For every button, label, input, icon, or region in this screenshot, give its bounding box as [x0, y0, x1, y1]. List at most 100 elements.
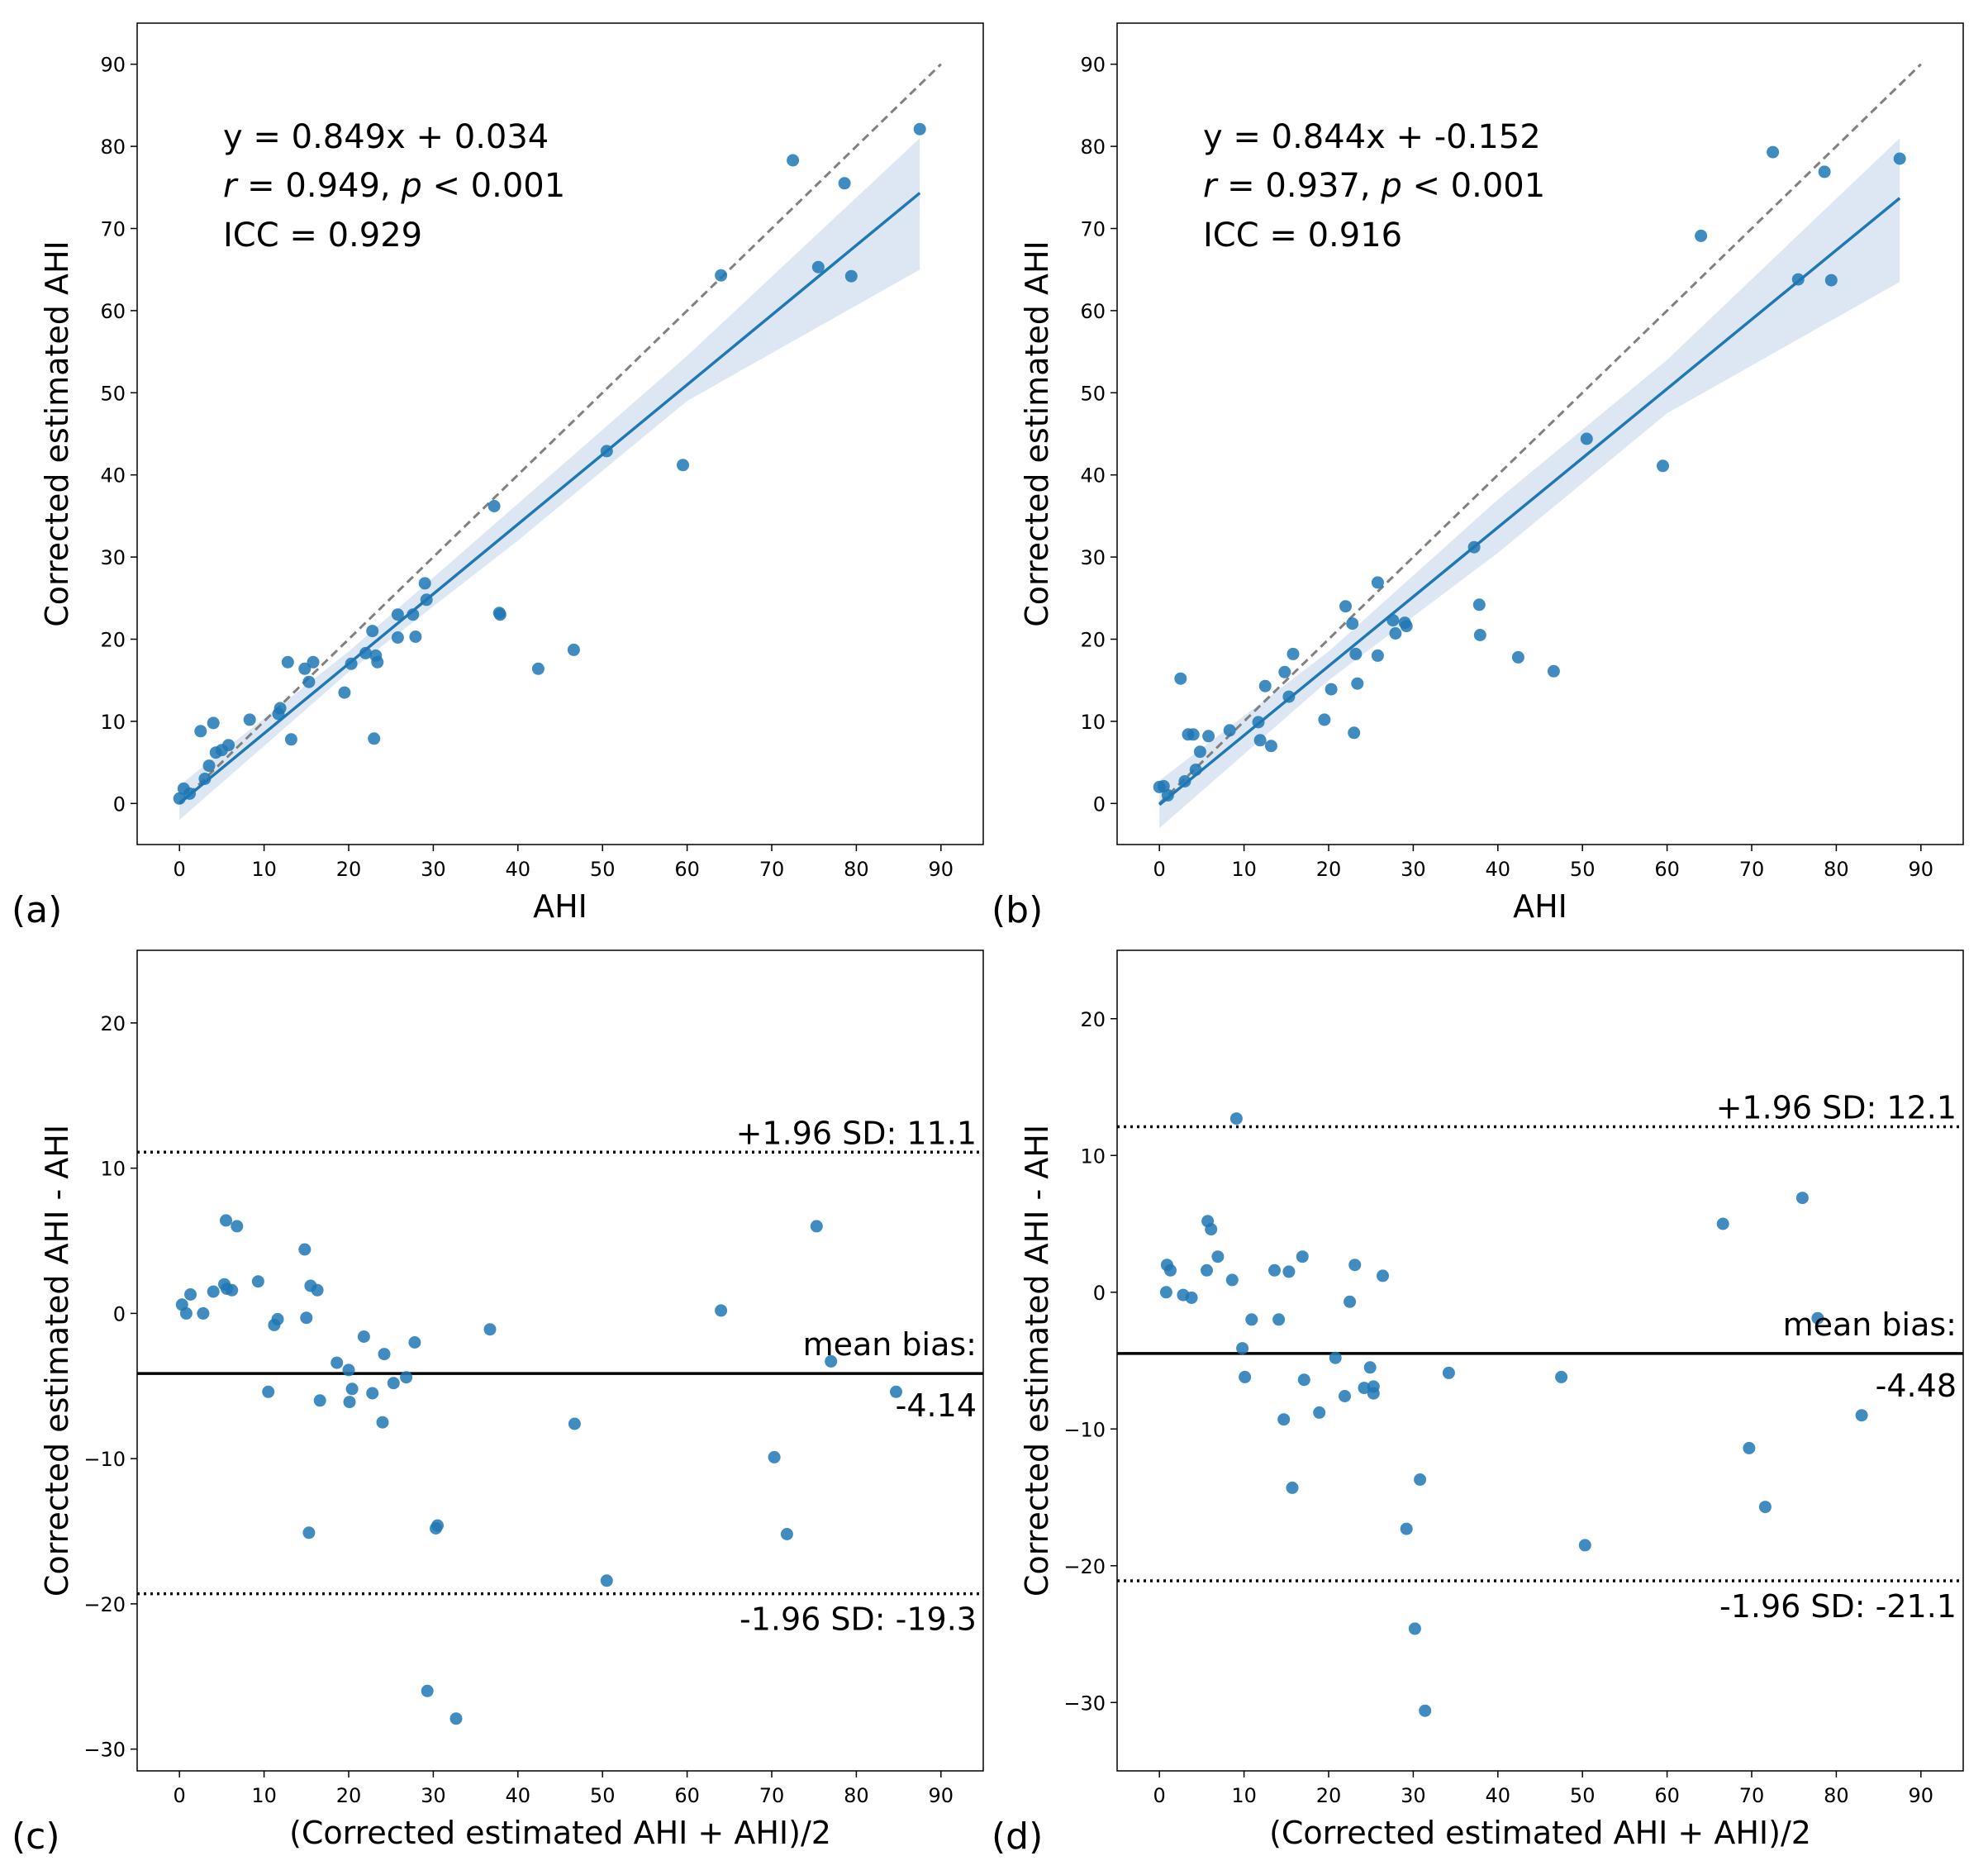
data-point	[331, 1356, 344, 1369]
x-tick-label: 40	[506, 858, 531, 881]
data-point	[1174, 672, 1187, 685]
data-point	[1363, 1361, 1377, 1374]
x-tick-label: 70	[759, 858, 785, 881]
data-point	[780, 1528, 793, 1540]
data-point	[338, 686, 351, 699]
x-tick-label: 10	[1231, 858, 1257, 881]
data-point	[1258, 679, 1272, 692]
data-point	[1408, 1622, 1421, 1635]
mean-bias-value: -4.48	[1876, 1368, 1957, 1404]
y-tick-label: 20	[100, 629, 126, 652]
y-tick-label: 30	[100, 546, 126, 569]
data-point	[183, 787, 196, 800]
x-axis-label: AHI	[533, 888, 587, 925]
x-axis-label: AHI	[1513, 888, 1567, 925]
data-point	[400, 1371, 413, 1384]
data-point	[810, 1220, 823, 1233]
data-point	[420, 593, 433, 607]
data-point	[1811, 1311, 1824, 1325]
correlation-stat: r = 0.949, p < 0.001	[223, 167, 565, 205]
regression-equation: y = 0.844x + -0.152	[1203, 118, 1541, 156]
y-tick-label: 60	[100, 300, 126, 323]
data-point	[300, 1311, 313, 1325]
data-point	[1547, 664, 1560, 678]
y-tick-label: 80	[100, 136, 126, 159]
x-tick-label: 30	[1401, 858, 1426, 881]
data-point	[1348, 726, 1361, 740]
data-point	[207, 1285, 220, 1298]
panel-letter: (a)	[12, 889, 62, 931]
y-tick-label: −30	[83, 1739, 126, 1762]
data-point	[391, 631, 404, 644]
mean-bias-label: mean bias:	[1783, 1306, 1957, 1343]
data-point	[1211, 1250, 1225, 1263]
data-point	[198, 773, 212, 785]
data-point	[1325, 683, 1338, 696]
data-point	[1282, 1265, 1296, 1278]
data-point	[1189, 764, 1202, 776]
upper-loa-label: +1.96 SD: 12.1	[1716, 1089, 1957, 1125]
data-point	[838, 177, 851, 190]
data-point	[366, 1387, 379, 1400]
correlation-stat: r = 0.937, p < 0.001	[1203, 167, 1545, 205]
data-point	[391, 608, 404, 621]
y-tick-label: 50	[1080, 382, 1106, 405]
x-tick-label: 20	[1316, 1784, 1342, 1807]
data-point	[1377, 1269, 1389, 1283]
data-point	[273, 702, 287, 715]
data-point	[1205, 1223, 1218, 1236]
data-point	[1201, 1263, 1213, 1277]
y-tick-label: 60	[1080, 300, 1106, 323]
x-tick-label: 0	[1153, 858, 1166, 881]
data-point	[311, 1283, 324, 1297]
data-point	[1371, 576, 1384, 589]
data-point	[1187, 728, 1200, 741]
y-tick-label: 90	[100, 54, 126, 77]
data-point	[1348, 1259, 1362, 1272]
x-tick-label: 60	[1654, 858, 1680, 881]
data-point	[1400, 1522, 1413, 1535]
x-tick-label: 40	[1486, 858, 1511, 881]
x-tick-label: 20	[1316, 858, 1342, 881]
data-point	[1253, 734, 1267, 747]
y-axis-label: Corrected estimated AHI	[1019, 240, 1055, 626]
data-point	[298, 662, 312, 675]
mean-bias-label: mean bias:	[803, 1326, 977, 1363]
x-tick-label: 10	[251, 1784, 277, 1807]
y-tick-label: 20	[1080, 1008, 1106, 1031]
plot-area	[173, 63, 942, 821]
y-tick-label: 20	[100, 1012, 126, 1035]
data-point	[1472, 598, 1486, 612]
data-point	[1202, 730, 1215, 743]
y-tick-label: −20	[1063, 1555, 1106, 1578]
data-point	[231, 1220, 244, 1233]
y-tick-label: 50	[100, 382, 126, 405]
plot-area	[137, 1150, 983, 1725]
data-point	[1282, 690, 1296, 703]
data-point	[715, 1304, 728, 1317]
x-tick-label: 0	[174, 1784, 186, 1807]
data-point	[890, 1385, 902, 1398]
y-axis-label: Corrected estimated AHI	[39, 240, 75, 626]
data-point	[1185, 1291, 1198, 1304]
y-tick-label: 0	[113, 1302, 126, 1325]
data-point	[1236, 1342, 1249, 1355]
data-point	[1339, 1390, 1351, 1402]
data-point	[179, 1306, 193, 1320]
data-point	[1743, 1441, 1756, 1454]
data-point	[1268, 1263, 1281, 1277]
data-point	[1824, 274, 1838, 287]
data-point	[173, 792, 186, 805]
icc-stat: ICC = 0.916	[1203, 217, 1402, 255]
y-tick-label: 0	[1093, 1282, 1106, 1305]
data-point	[493, 608, 507, 621]
x-tick-label: 50	[1570, 858, 1596, 881]
data-point	[1389, 627, 1402, 640]
data-point	[1386, 614, 1400, 627]
panel-c: 0 10 20 30 40 50 60 70 80 90 −30 −20 −10 0 10 20 (Correc…	[12, 949, 984, 1858]
data-point	[1657, 459, 1669, 473]
data-point	[1239, 1370, 1252, 1383]
y-tick-label: 40	[100, 464, 126, 488]
confidence-band	[1159, 138, 1900, 829]
data-point	[307, 655, 320, 669]
